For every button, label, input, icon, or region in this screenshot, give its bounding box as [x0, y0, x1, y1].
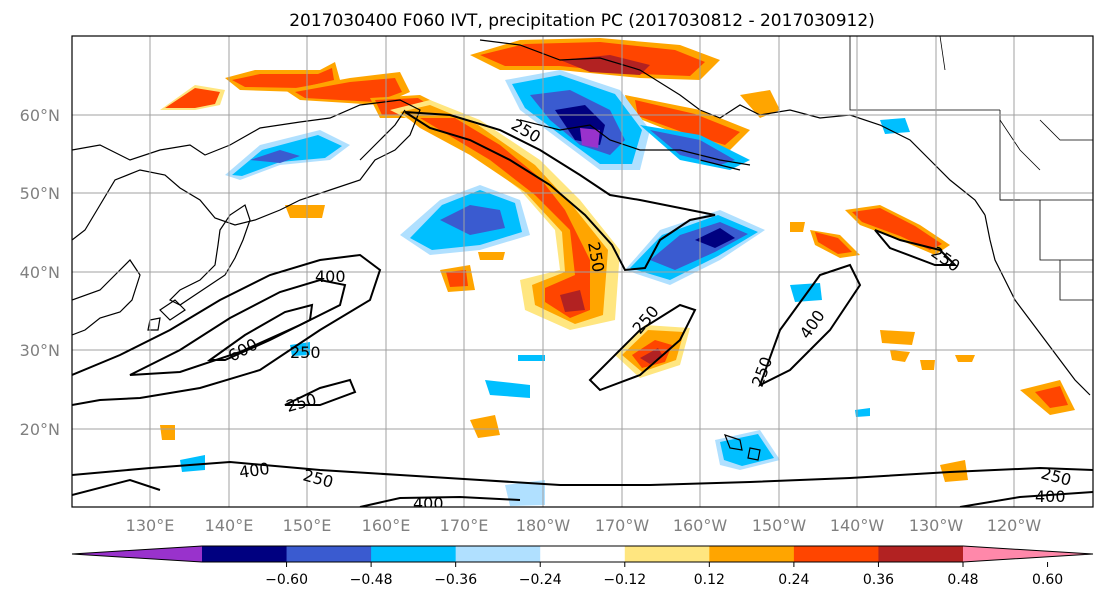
map-frame: [71, 35, 1094, 508]
lat-label: 30°N: [20, 341, 60, 360]
lat-label: 20°N: [20, 420, 60, 439]
colorbar-bin: [286, 546, 372, 562]
contour-label: 250: [290, 343, 321, 362]
colorbar-bin: [371, 546, 457, 562]
colorbar-tick-label: 0.60: [1032, 572, 1063, 588]
colorbar-extend-max: [963, 546, 1093, 562]
colorbar-tick-label: 0.24: [778, 572, 809, 588]
map-panel: 400 600 250 250 250 250 250 250 400 250 …: [72, 36, 1093, 513]
contour-label: 400: [413, 494, 444, 513]
lon-label: 130°W: [909, 516, 964, 535]
colorbar-outline: [71, 545, 1094, 563]
contour-label: 400: [1035, 487, 1066, 506]
colorbar-tick-label: −0.36: [434, 572, 477, 588]
lat-tick-labels: 60°N 50°N 40°N 30°N 20°N: [20, 106, 60, 439]
colorbar-extend-min: [72, 546, 202, 562]
colorbar-bin: [624, 546, 710, 562]
lon-label: 170°W: [595, 516, 650, 535]
lon-label: 120°W: [987, 516, 1042, 535]
contour-label-group: 400 600 250 250 250 250 250 250 400 250 …: [225, 115, 1073, 513]
lon-label: 160°E: [362, 516, 411, 535]
lon-label: 140°E: [205, 516, 254, 535]
colorbar-bin: [455, 546, 541, 562]
lon-label: 150°E: [283, 516, 332, 535]
colorbar-tick-label: 0.48: [947, 572, 978, 588]
contour-label: 400: [315, 267, 346, 286]
contour-label: 400: [238, 459, 271, 482]
colorbar-tick-label: −0.24: [519, 572, 562, 588]
colorbar: −0.60 −0.48 −0.36 −0.24 −0.12 0.12 0.24 0.36 0.4…: [71, 545, 1094, 588]
ivt-contours: [72, 111, 1093, 507]
lon-label: 150°W: [752, 516, 807, 535]
lat-label: 40°N: [20, 263, 60, 282]
lon-label: 130°E: [126, 516, 175, 535]
colorbar-bin: [540, 546, 626, 562]
colorbar-tick-label: −0.12: [603, 572, 646, 588]
colorbar-tick-label: −0.60: [265, 572, 308, 588]
lat-label: 50°N: [20, 184, 60, 203]
colorbar-bin: [709, 546, 795, 562]
lon-label: 140°W: [830, 516, 885, 535]
colorbar-tick-label: −0.48: [350, 572, 393, 588]
lon-label: 170°E: [440, 516, 489, 535]
colorbar-bin: [202, 546, 288, 562]
lon-label: 160°W: [673, 516, 728, 535]
colorbar-bin: [793, 546, 879, 562]
lat-label: 60°N: [20, 106, 60, 125]
colorbar-tick-label: 0.12: [694, 572, 725, 588]
lon-label: 180°W: [516, 516, 571, 535]
colorbar-tick-label: 0.36: [863, 572, 894, 588]
borders: [849, 36, 1093, 301]
figure-title: 2017030400 F060 IVT, precipitation PC (2…: [289, 11, 875, 31]
lon-tick-labels: 130°E 140°E 150°E 160°E 170°E 180°W 170°…: [126, 516, 1042, 535]
colorbar-bin: [878, 546, 964, 562]
